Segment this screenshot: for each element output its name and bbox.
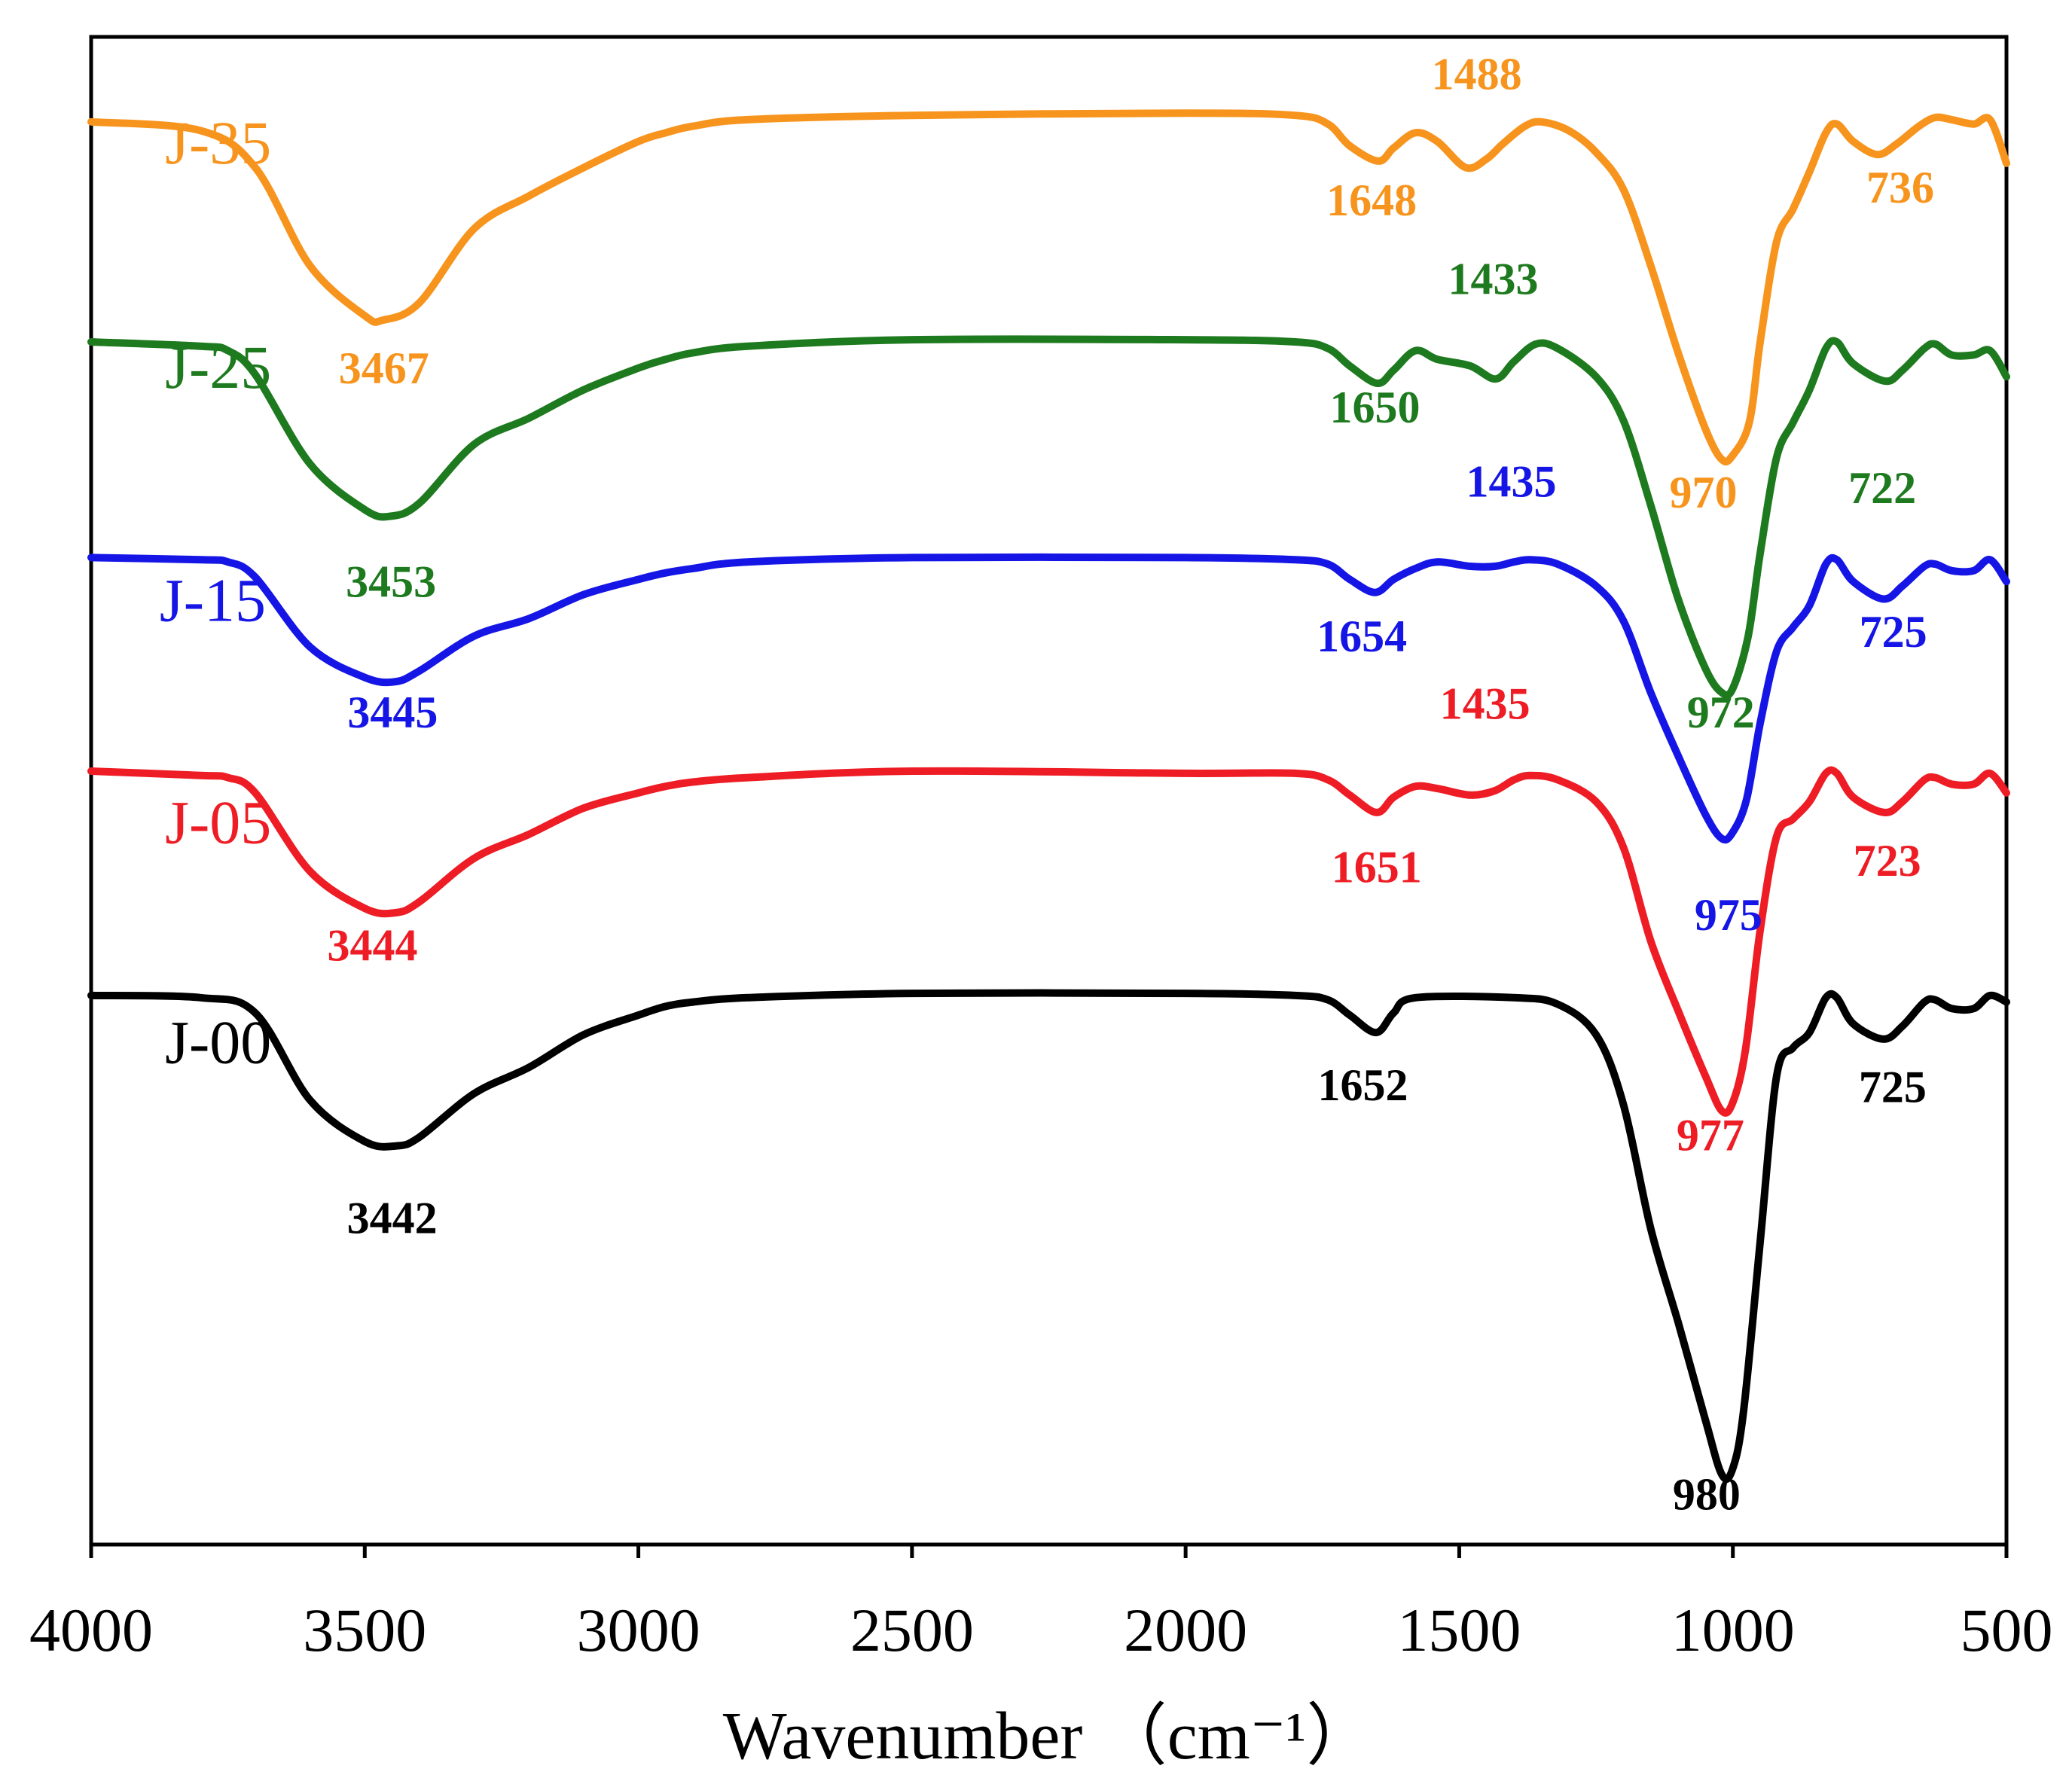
peak-label: 3445 [347,688,438,737]
x-tick-label: 4000 [29,1596,153,1664]
peak-label: 3444 [327,921,417,971]
peak-label: 1652 [1318,1060,1408,1110]
peak-label: 722 [1848,463,1916,513]
peak-label: 977 [1677,1110,1744,1160]
peak-label: 725 [1860,607,1927,657]
peak-label: 975 [1695,890,1762,940]
peak-label: 3453 [346,557,436,607]
x-tick-label: 2000 [1124,1596,1247,1664]
x-tick-label: 500 [1961,1596,2053,1664]
peak-label: 723 [1854,836,1921,886]
peak-label: 1433 [1448,254,1538,303]
series-label-j-25: J-25 [165,333,271,401]
x-tick-label: 1000 [1671,1596,1795,1664]
x-axis-title: Wavenumber （cm⁻¹） [723,1699,1375,1773]
peak-label: 1435 [1440,679,1530,729]
peak-label: 1488 [1432,49,1522,99]
series-label-j-35: J-35 [165,108,271,177]
series-label-j-05: J-05 [165,788,271,856]
peak-label: 736 [1866,163,1934,212]
series-label-j-00: J-00 [165,1008,271,1077]
peak-label: 1650 [1330,383,1420,432]
series-label-j-15: J-15 [160,566,266,634]
series-layer [87,109,2010,1484]
series-line-j-25 [87,335,2010,700]
peak-label: 970 [1669,468,1737,517]
peak-label: 1651 [1332,843,1422,892]
x-tick-label: 3000 [577,1596,700,1664]
series-line-j-15 [87,553,2010,844]
peak-label: 972 [1687,688,1755,737]
x-tick-label: 3500 [303,1596,426,1664]
x-axis: 4000 3500 3000 2500 2000 1500 1000 500 [29,1545,2053,1664]
peak-label: 3442 [347,1193,438,1243]
peak-label: 1654 [1317,611,1407,661]
peak-label: 1435 [1466,456,1556,506]
series-line-j-00 [87,989,2010,1484]
x-tick-label: 1500 [1397,1596,1521,1664]
series-line-j-35 [87,109,2010,466]
peak-annotation-layer: 1488 1648 736 3467 970 1433 1650 722 3453 1435 165… [327,49,1934,1519]
plot-frame [89,35,2009,1547]
peak-label: 980 [1673,1470,1741,1520]
series-label-layer: J-35 J-25 J-15 J-05 J-00 [160,108,271,1077]
x-tick-label: 2500 [850,1596,974,1664]
series-line-j-05 [87,766,2010,1117]
peak-label: 725 [1859,1063,1927,1112]
peak-label: 3467 [339,343,429,393]
peak-label: 1648 [1326,175,1417,225]
